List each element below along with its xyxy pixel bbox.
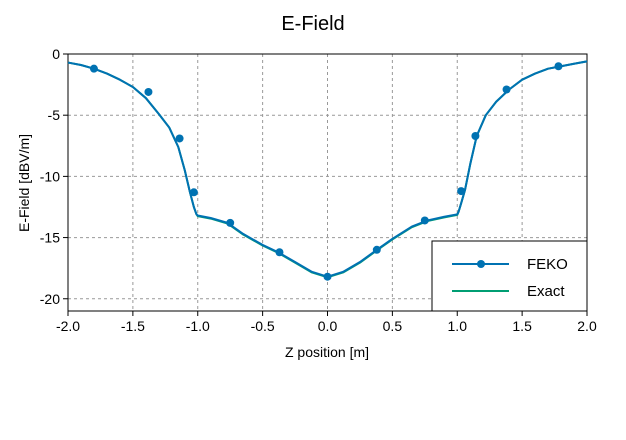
data-point-feko: [323, 272, 332, 281]
legend: FEKO Exact: [431, 240, 588, 312]
x-axis-ticks: -2.0 -1.5 -1.0 -0.5 0.0 0.5 1.0 1.5 2.0: [56, 311, 597, 334]
y-tick-label: -20: [40, 291, 60, 307]
y-axis-ticks: 0 -5 -10 -15 -20: [40, 46, 68, 307]
legend-box: [431, 240, 588, 312]
data-point-feko: [420, 216, 429, 225]
data-point-feko: [226, 218, 235, 227]
data-point-feko: [457, 187, 466, 196]
legend-label-feko: FEKO: [527, 256, 568, 273]
data-point-feko: [275, 248, 284, 257]
y-axis-label: E-Field [dBV/m]: [16, 134, 32, 232]
x-tick-label: 1.5: [512, 318, 532, 334]
y-tick-label: -10: [40, 168, 60, 184]
series-group: [67, 60, 588, 281]
x-tick-label: 0.0: [318, 318, 338, 334]
data-point-feko: [144, 87, 153, 96]
y-tick-label: 0: [52, 46, 60, 62]
data-point-feko: [554, 62, 563, 71]
x-tick-label: 2.0: [577, 318, 597, 334]
x-tick-label: -0.5: [251, 318, 275, 334]
y-tick-label: -15: [40, 230, 60, 246]
x-tick-label: -1.5: [121, 318, 145, 334]
y-tick-label: -5: [48, 107, 61, 123]
data-point-feko: [372, 245, 381, 254]
data-point-feko: [189, 188, 198, 197]
legend-label-exact: Exact: [527, 283, 565, 300]
data-point-feko: [471, 131, 480, 140]
data-point-feko: [502, 85, 511, 94]
legend-marker-feko: [477, 260, 485, 268]
x-tick-label: 1.0: [448, 318, 468, 334]
chart-title: E-Field: [281, 13, 344, 35]
data-point-feko: [175, 134, 184, 143]
x-tick-label: -1.0: [186, 318, 210, 334]
x-tick-label: 0.5: [383, 318, 403, 334]
x-tick-label: -2.0: [56, 318, 80, 334]
x-axis-label: Z position [m]: [285, 344, 369, 360]
data-point-feko: [89, 64, 98, 73]
